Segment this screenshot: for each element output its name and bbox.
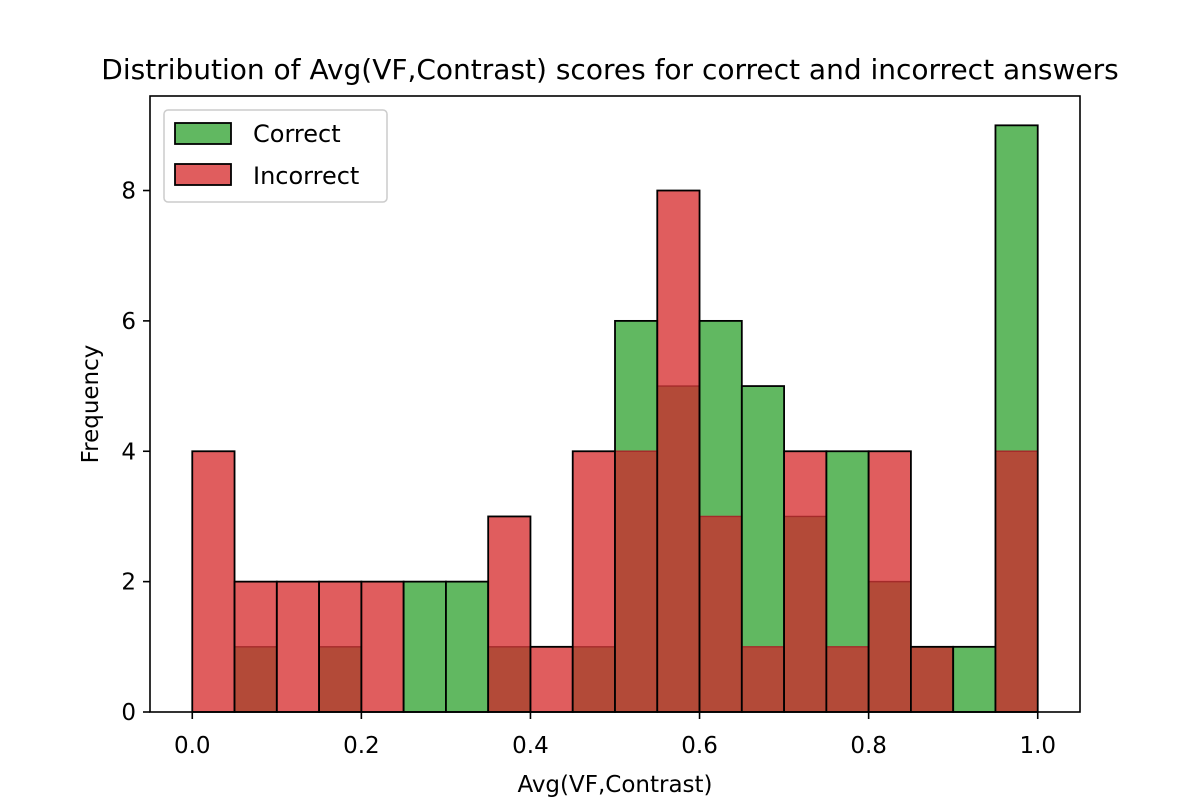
x-tick-label: 0.6 bbox=[681, 733, 718, 759]
y-tick-label: 6 bbox=[121, 309, 136, 335]
bar-correct-18 bbox=[953, 646, 996, 712]
bar-incorrect-3 bbox=[319, 581, 362, 647]
bar-overlap-14 bbox=[784, 516, 827, 712]
legend: Correct Incorrect bbox=[163, 109, 388, 203]
bar-incorrect-2 bbox=[276, 581, 320, 712]
bar-incorrect-11 bbox=[657, 190, 700, 387]
bar-correct-19 bbox=[995, 125, 1038, 452]
bar-overlap-7 bbox=[488, 646, 531, 712]
bar-correct-12 bbox=[699, 320, 742, 517]
y-tick-label: 8 bbox=[121, 179, 136, 205]
bar-correct-13 bbox=[741, 386, 785, 647]
bar-incorrect-1 bbox=[234, 581, 277, 647]
legend-label-correct: Correct bbox=[253, 120, 341, 148]
legend-swatch-correct bbox=[174, 122, 232, 145]
bar-incorrect-0 bbox=[192, 451, 235, 712]
chart-title: Distribution of Avg(VF,Contrast) scores … bbox=[101, 53, 1118, 86]
bar-overlap-10 bbox=[615, 451, 658, 712]
bar-incorrect-9 bbox=[572, 451, 615, 647]
x-axis-label: Avg(VF,Contrast) bbox=[517, 772, 712, 798]
bar-correct-5 bbox=[403, 581, 446, 712]
x-tick-label: 0.0 bbox=[174, 733, 211, 759]
x-axis-ticks: 0.0 0.2 0.4 0.6 0.8 1.0 bbox=[174, 712, 1056, 759]
bar-overlap-3 bbox=[319, 646, 362, 712]
bar-overlap-15 bbox=[826, 646, 869, 712]
y-axis-label: Frequency bbox=[78, 345, 104, 464]
bar-overlap-19 bbox=[995, 451, 1038, 712]
bar-incorrect-16 bbox=[868, 451, 911, 582]
bar-correct-10 bbox=[615, 320, 658, 452]
bar-overlap-9 bbox=[572, 646, 615, 712]
bar-overlap-11 bbox=[657, 386, 700, 712]
legend-label-incorrect: Incorrect bbox=[253, 162, 359, 190]
bar-overlap-16 bbox=[868, 581, 911, 712]
bar-overlap-12 bbox=[699, 516, 742, 712]
y-axis-ticks: 0 2 4 6 8 bbox=[121, 179, 150, 726]
bar-overlap-17 bbox=[910, 646, 954, 712]
x-tick-label: 0.4 bbox=[512, 733, 549, 759]
y-tick-label: 4 bbox=[121, 439, 136, 465]
bar-incorrect-14 bbox=[784, 451, 827, 517]
bar-incorrect-8 bbox=[530, 646, 573, 712]
bar-incorrect-7 bbox=[488, 516, 531, 647]
x-tick-label: 1.0 bbox=[1019, 733, 1056, 759]
bar-correct-15 bbox=[826, 451, 869, 647]
bar-correct-6 bbox=[445, 581, 489, 712]
legend-swatch-incorrect bbox=[174, 163, 232, 186]
y-tick-label: 0 bbox=[121, 700, 136, 726]
x-tick-label: 0.8 bbox=[850, 733, 887, 759]
bar-overlap-13 bbox=[741, 646, 785, 712]
y-tick-label: 2 bbox=[121, 570, 136, 596]
bar-incorrect-4 bbox=[361, 581, 404, 712]
plot-frame bbox=[149, 95, 1081, 713]
x-tick-label: 0.2 bbox=[343, 733, 380, 759]
bars-layer bbox=[191, 124, 1039, 713]
bar-overlap-1 bbox=[234, 646, 277, 712]
